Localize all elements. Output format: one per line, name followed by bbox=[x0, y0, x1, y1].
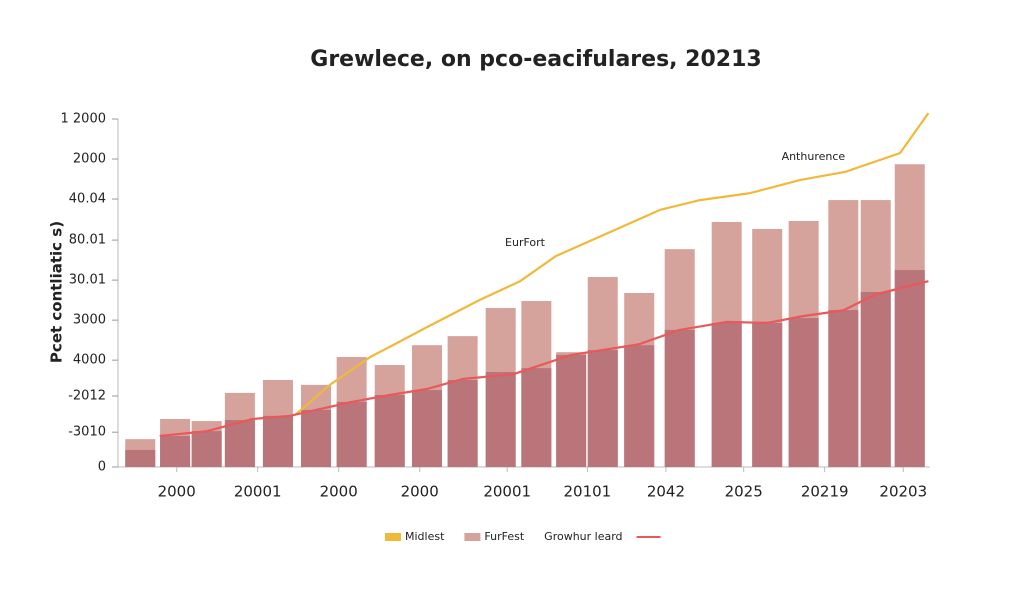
line bbox=[159, 280, 929, 438]
bar bbox=[191, 431, 222, 467]
legend-label: Growhur leard bbox=[544, 530, 622, 543]
bar bbox=[485, 371, 516, 467]
y-axis-label: Pcet contliatic s) bbox=[48, 221, 66, 363]
x-tick-label: 2000 bbox=[401, 483, 439, 501]
legend-swatch bbox=[464, 533, 481, 541]
bar bbox=[224, 420, 255, 467]
bar bbox=[556, 354, 587, 467]
bar bbox=[624, 345, 655, 467]
bar bbox=[860, 291, 891, 467]
x-tick-label: 20203 bbox=[879, 483, 927, 501]
bar bbox=[301, 409, 332, 467]
bar bbox=[521, 368, 552, 467]
y-tick-label: 40.04 bbox=[69, 192, 106, 207]
annotation: EurFort bbox=[505, 236, 546, 249]
bar bbox=[664, 329, 695, 467]
y-tick-label: 0 bbox=[98, 460, 106, 475]
legend-swatch bbox=[385, 533, 401, 541]
line bbox=[294, 112, 930, 416]
x-tick-label: 20001 bbox=[234, 483, 282, 501]
y-tick-label: -2012 bbox=[68, 389, 106, 404]
y-tick-label: -3010 bbox=[68, 425, 106, 440]
legend-label: Midlest bbox=[405, 530, 445, 543]
bar bbox=[894, 270, 925, 467]
bar bbox=[788, 318, 819, 467]
y-tick-label: 2000 bbox=[73, 152, 106, 167]
bar bbox=[336, 401, 367, 467]
x-tick-label: 2042 bbox=[647, 483, 685, 501]
x-tick-label: 20219 bbox=[801, 483, 849, 501]
bar bbox=[411, 390, 442, 467]
bar bbox=[262, 415, 293, 467]
bar bbox=[447, 380, 478, 467]
legend-label: FurFest bbox=[484, 530, 524, 543]
y-tick-label: 1 2000 bbox=[61, 112, 107, 127]
x-tick-label: 2025 bbox=[725, 483, 763, 501]
bar bbox=[828, 310, 859, 467]
y-tick-label: 80.01 bbox=[69, 233, 106, 248]
x-tick-label: 20101 bbox=[564, 483, 612, 501]
bar bbox=[160, 436, 191, 467]
bar bbox=[587, 350, 618, 467]
bar bbox=[125, 449, 156, 467]
y-tick-label: 3000 bbox=[73, 313, 106, 328]
bar bbox=[752, 322, 783, 467]
x-tick-label: 20001 bbox=[483, 483, 531, 501]
y-tick-label: 30.01 bbox=[69, 273, 106, 288]
bar bbox=[711, 322, 742, 467]
bar bbox=[374, 394, 405, 467]
x-tick-label: 2000 bbox=[158, 483, 196, 501]
y-tick-label: 4000 bbox=[73, 353, 106, 368]
chart-title: Grewlece, on pco-eacifulares, 20213 bbox=[310, 47, 761, 72]
x-tick-label: 2000 bbox=[320, 483, 358, 501]
annotation: Anthurence bbox=[782, 150, 846, 163]
